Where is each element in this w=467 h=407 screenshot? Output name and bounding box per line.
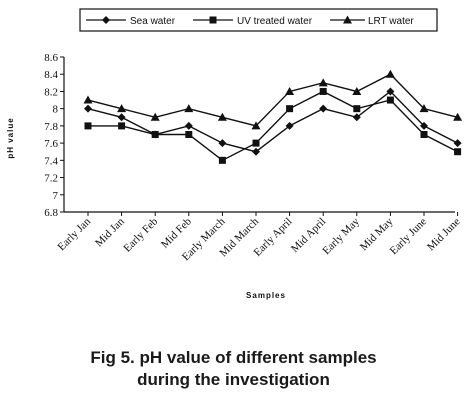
- data-point: [385, 69, 395, 78]
- y-tick-label: 8: [53, 104, 59, 116]
- data-point: [117, 113, 126, 122]
- data-point: [352, 86, 362, 95]
- data-point: [352, 113, 361, 122]
- data-point: [252, 147, 260, 156]
- data-point: [218, 156, 226, 164]
- data-point: [386, 96, 394, 104]
- diamond-marker-icon: [102, 16, 110, 24]
- series-lrt-water: [83, 69, 463, 130]
- x-tick-label: Mid June: [425, 216, 463, 254]
- data-point: [386, 87, 395, 96]
- data-point: [420, 131, 428, 138]
- x-tick-label: Early May: [320, 215, 362, 257]
- data-point: [453, 139, 462, 148]
- data-point: [118, 122, 126, 130]
- series-sea-water: [84, 87, 462, 156]
- legend-item-lrt-water: LRT water: [330, 15, 414, 27]
- data-point: [218, 139, 227, 148]
- series-line: [87, 90, 458, 153]
- legend-label-lrt-water: LRT water: [368, 16, 414, 27]
- data-point: [285, 86, 295, 95]
- data-point: [84, 122, 92, 130]
- data-point: [285, 121, 294, 130]
- series-line: [88, 90, 458, 162]
- x-tick-label: Early June: [388, 216, 430, 258]
- data-point: [319, 87, 327, 95]
- figure-caption-line-2: during the investigation: [137, 370, 330, 389]
- x-tick-label: Early Feb: [121, 215, 160, 254]
- data-point: [318, 78, 328, 87]
- legend-item-uv-treated-water: UV treated water: [193, 16, 313, 27]
- square-marker-icon: [209, 16, 217, 24]
- y-tick-label: 7: [53, 190, 59, 202]
- data-point: [117, 104, 127, 113]
- series-line: [87, 73, 458, 127]
- legend-label-sea-water: Sea water: [130, 16, 176, 27]
- y-tick-label: 8.2: [44, 86, 58, 98]
- triangle-marker-icon: [343, 15, 352, 24]
- data-point: [419, 104, 429, 113]
- legend-item-sea-water: Sea water: [86, 16, 176, 27]
- y-tick-label: 7.4: [44, 155, 58, 167]
- y-tick-label: 8.6: [44, 52, 58, 64]
- y-tick-label: 7.6: [44, 138, 58, 150]
- x-tick-label: Early Jan: [55, 215, 93, 253]
- data-point: [319, 104, 328, 113]
- data-point: [286, 105, 294, 113]
- data-point: [453, 112, 463, 121]
- data-point: [185, 131, 193, 138]
- figure-caption-line-1: Fig 5. pH value of different samples: [90, 348, 377, 367]
- data-point: [420, 121, 428, 130]
- data-point: [353, 105, 361, 113]
- data-point: [150, 112, 160, 121]
- y-tick-label: 6.8: [44, 207, 58, 219]
- legend-label-uv-treated-water: UV treated water: [237, 16, 313, 27]
- data-point: [151, 131, 159, 138]
- legend: Sea water UV treated water LRT water: [79, 8, 438, 32]
- y-tick-label: 7.8: [44, 121, 58, 133]
- data-point: [184, 104, 194, 113]
- data-point: [454, 148, 462, 156]
- y-tick-label: 7.2: [44, 173, 58, 185]
- data-point: [251, 121, 261, 130]
- series-layer: [83, 69, 463, 164]
- x-axis-title: Samples: [246, 291, 286, 300]
- y-tick-label: 8.4: [44, 69, 58, 81]
- data-point: [217, 112, 227, 121]
- legend-frame: [79, 8, 438, 32]
- data-point: [84, 104, 92, 113]
- data-point: [184, 121, 193, 130]
- data-point: [252, 139, 260, 147]
- y-axis-title: pH value: [6, 117, 15, 158]
- series-uv-treated-water: [84, 87, 462, 164]
- data-point: [83, 95, 93, 104]
- y-tick-labels: 8.6 8.4 8.2 8 7.8 7.6 7.4 7.2 7 6.8: [44, 52, 64, 219]
